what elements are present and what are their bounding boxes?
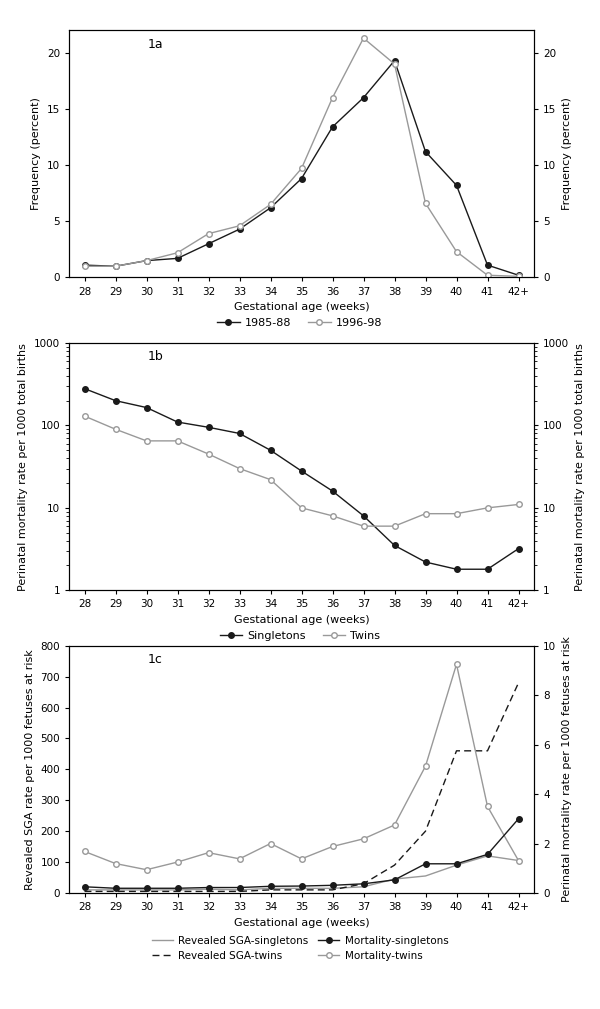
X-axis label: Gestational age (weeks): Gestational age (weeks) — [233, 614, 370, 625]
Y-axis label: Frequency (percent): Frequency (percent) — [31, 98, 41, 210]
Y-axis label: Perinatal mortality rate per 1000 total births: Perinatal mortality rate per 1000 total … — [18, 343, 28, 590]
Y-axis label: Perinatal mortality rate per 1000 fetuses at risk: Perinatal mortality rate per 1000 fetuse… — [562, 637, 572, 902]
Legend: Revealed SGA-singletons, Revealed SGA-twins, Mortality-singletons, Mortality-twi: Revealed SGA-singletons, Revealed SGA-tw… — [148, 931, 452, 966]
Y-axis label: Revealed SGA rate per 1000 fetuses at risk: Revealed SGA rate per 1000 fetuses at ri… — [25, 649, 35, 890]
Y-axis label: Frequency (percent): Frequency (percent) — [562, 98, 572, 210]
X-axis label: Gestational age (weeks): Gestational age (weeks) — [233, 302, 370, 312]
X-axis label: Gestational age (weeks): Gestational age (weeks) — [233, 917, 370, 927]
Y-axis label: Perinatal mortality rate per 1000 total births: Perinatal mortality rate per 1000 total … — [575, 343, 585, 590]
Text: 1b: 1b — [148, 350, 164, 363]
Legend: 1985-88, 1996-98: 1985-88, 1996-98 — [213, 314, 387, 332]
Text: 1a: 1a — [148, 37, 164, 50]
Legend: Singletons, Twins: Singletons, Twins — [215, 627, 385, 645]
Text: 1c: 1c — [148, 653, 163, 666]
